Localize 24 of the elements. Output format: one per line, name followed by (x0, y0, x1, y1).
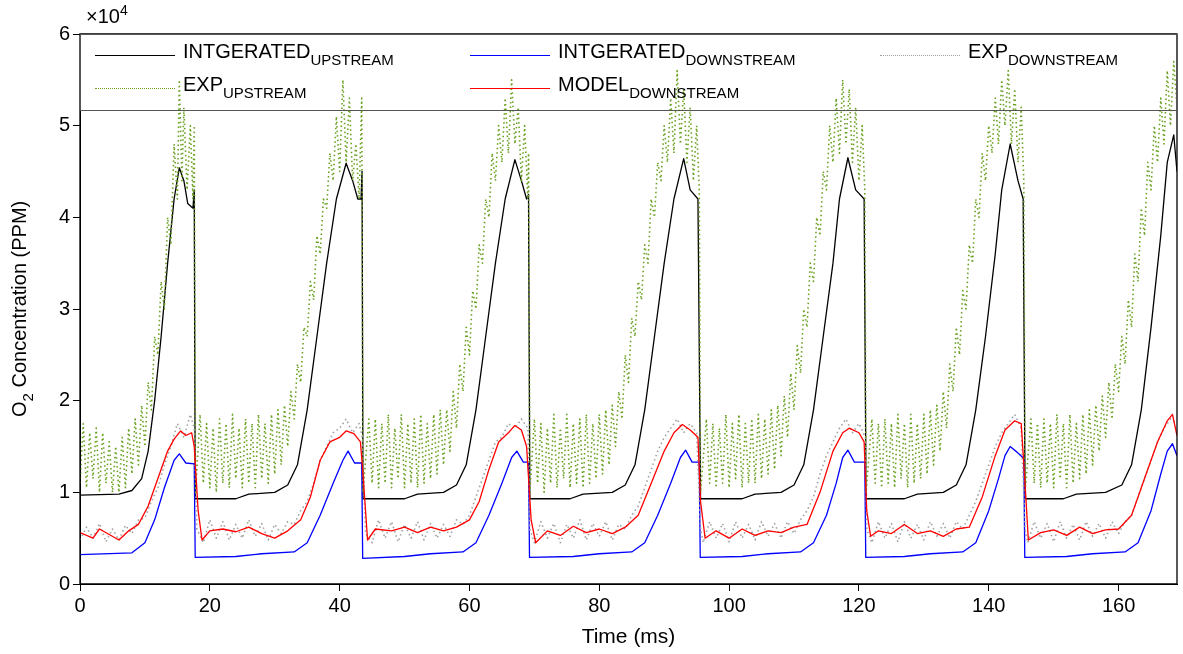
x-tick-label: 60 (458, 593, 481, 616)
text: ×10$^{4}$ (86, 2, 128, 28)
y-tick-label: 6 (58, 21, 70, 44)
y-tick-label: 3 (58, 296, 70, 319)
y-tick-label: 0 (58, 571, 70, 594)
legend-label: EXP$_{UPSTREAM}$ (183, 72, 307, 103)
x-tick-label: 160 (1101, 593, 1136, 616)
legend-label: INTGERATED$_{DOWNSTREAM}$ (558, 39, 796, 70)
y-tick-label: 5 (58, 113, 70, 136)
x-tick-label: 140 (972, 593, 1006, 616)
legend-label: EXP$_{DOWNSTREAM}$ (968, 39, 1119, 70)
legend-label: INTGERATED$_{UPSTREAM}$ (183, 39, 394, 70)
x-tick-label: 80 (588, 593, 611, 616)
x-axis-title: Time (ms) (581, 624, 676, 648)
legend-label: MODEL$_{DOWNSTREAM}$ (558, 72, 740, 103)
x-tick-label: 0 (74, 593, 86, 616)
x-tick-label: 120 (842, 593, 876, 616)
y-tick-label: 4 (58, 204, 70, 227)
x-tick-label: 100 (712, 593, 746, 616)
x-tick-label: 40 (328, 593, 351, 616)
line-series (80, 413, 1177, 544)
x-tick-label: 20 (198, 593, 221, 616)
y-tick-label: 2 (58, 388, 70, 411)
y-tick-label: 1 (58, 479, 70, 502)
